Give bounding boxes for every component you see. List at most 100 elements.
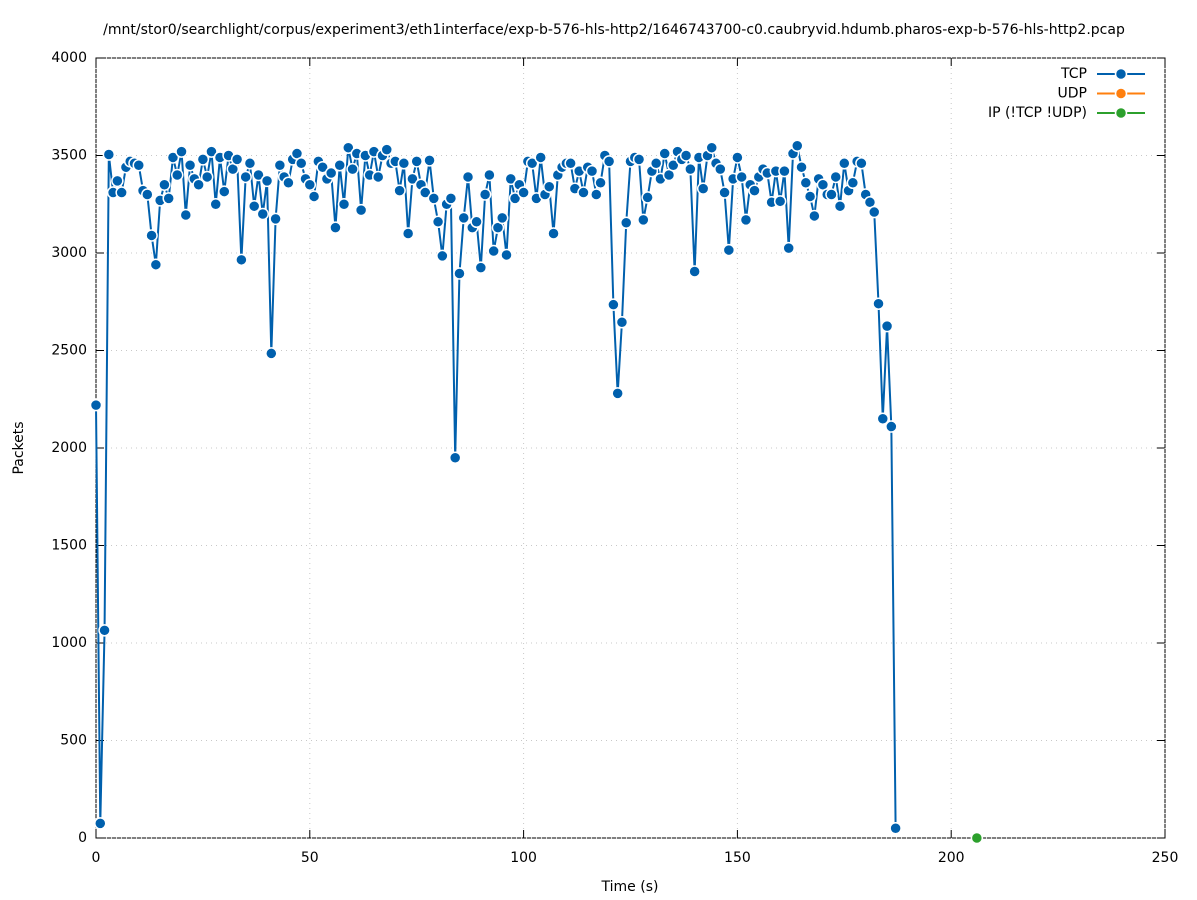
data-point	[346, 162, 359, 176]
data-point	[735, 170, 748, 184]
data-point	[778, 164, 791, 178]
x-tick-label: 100	[510, 850, 537, 866]
data-point	[508, 192, 522, 205]
data-point	[590, 188, 603, 201]
data-point	[658, 147, 671, 160]
data-point	[795, 160, 808, 174]
data-point	[166, 151, 180, 164]
data-point	[111, 174, 124, 188]
data-point	[89, 398, 103, 412]
data-point	[179, 208, 193, 222]
data-point	[504, 172, 518, 186]
data-point	[731, 151, 744, 164]
data-point	[448, 451, 462, 464]
y-tick-label: 1500	[51, 538, 87, 554]
data-point	[782, 241, 795, 255]
data-point	[380, 143, 394, 156]
data-point	[534, 151, 547, 164]
y-axis-label: Packets	[11, 421, 27, 474]
data-point	[453, 267, 466, 280]
data-point	[252, 168, 265, 182]
data-point	[829, 170, 842, 184]
data-point	[145, 229, 158, 242]
data-point	[141, 188, 154, 201]
data-point	[158, 178, 171, 191]
data-point	[401, 227, 415, 240]
data-point	[162, 192, 175, 205]
data-point	[791, 139, 804, 152]
data-point	[799, 176, 813, 190]
data-point	[885, 420, 898, 433]
data-point	[487, 244, 500, 258]
data-point	[423, 154, 436, 167]
data-point	[282, 176, 295, 190]
y-tick-label: 500	[60, 733, 87, 749]
data-point	[329, 221, 342, 234]
data-point	[431, 215, 445, 229]
data-point	[547, 227, 560, 240]
data-point	[419, 186, 432, 199]
data-point	[461, 170, 475, 184]
data-point	[543, 180, 556, 193]
data-point	[410, 155, 423, 168]
data-point	[247, 199, 261, 213]
data-point	[436, 249, 449, 263]
data-point	[316, 160, 329, 174]
data-point	[718, 186, 731, 199]
data-point	[667, 159, 680, 172]
data-point	[825, 188, 838, 201]
data-point	[192, 178, 205, 191]
data-point	[218, 185, 231, 198]
y-tick-label: 0	[78, 830, 87, 846]
data-point	[256, 207, 270, 221]
data-point	[517, 186, 530, 199]
data-point	[406, 172, 419, 186]
data-point	[200, 170, 214, 184]
data-point	[427, 192, 441, 205]
data-point	[243, 157, 257, 170]
data-point	[333, 159, 346, 172]
data-point	[637, 213, 650, 227]
data-point	[397, 157, 411, 170]
legend-label: TCP	[1060, 66, 1087, 82]
data-point	[714, 162, 727, 176]
y-tick-label: 2000	[51, 440, 87, 456]
data-point	[170, 168, 184, 182]
data-point	[641, 191, 654, 204]
data-point	[602, 155, 616, 168]
y-tick-label: 1000	[51, 635, 87, 651]
data-point	[457, 211, 470, 225]
data-point	[196, 153, 210, 166]
data-point	[175, 145, 188, 158]
data-point	[444, 192, 458, 205]
data-point	[132, 159, 146, 172]
data-point	[183, 159, 197, 172]
data-point	[269, 212, 282, 226]
data-point	[739, 213, 753, 227]
data-point	[500, 248, 513, 262]
legend-marker	[1114, 106, 1128, 120]
data-point	[696, 182, 710, 195]
data-point	[722, 243, 736, 257]
data-point	[209, 198, 222, 211]
y-tick-label: 4000	[51, 50, 87, 66]
data-point	[337, 198, 351, 211]
data-point	[205, 145, 218, 158]
data-point	[684, 162, 697, 176]
data-point	[705, 141, 718, 154]
data-point	[855, 157, 868, 170]
data-point	[474, 261, 488, 274]
data-point	[260, 174, 274, 188]
data-point	[273, 159, 287, 172]
x-tick-label: 50	[301, 850, 319, 866]
data-point	[470, 215, 483, 229]
data-point	[688, 265, 701, 278]
x-axis-label: Time (s)	[601, 879, 659, 895]
data-point	[833, 199, 847, 213]
data-point	[803, 190, 817, 203]
data-point	[307, 190, 321, 203]
data-point	[577, 186, 590, 199]
data-point	[970, 831, 984, 845]
data-point	[838, 157, 851, 170]
